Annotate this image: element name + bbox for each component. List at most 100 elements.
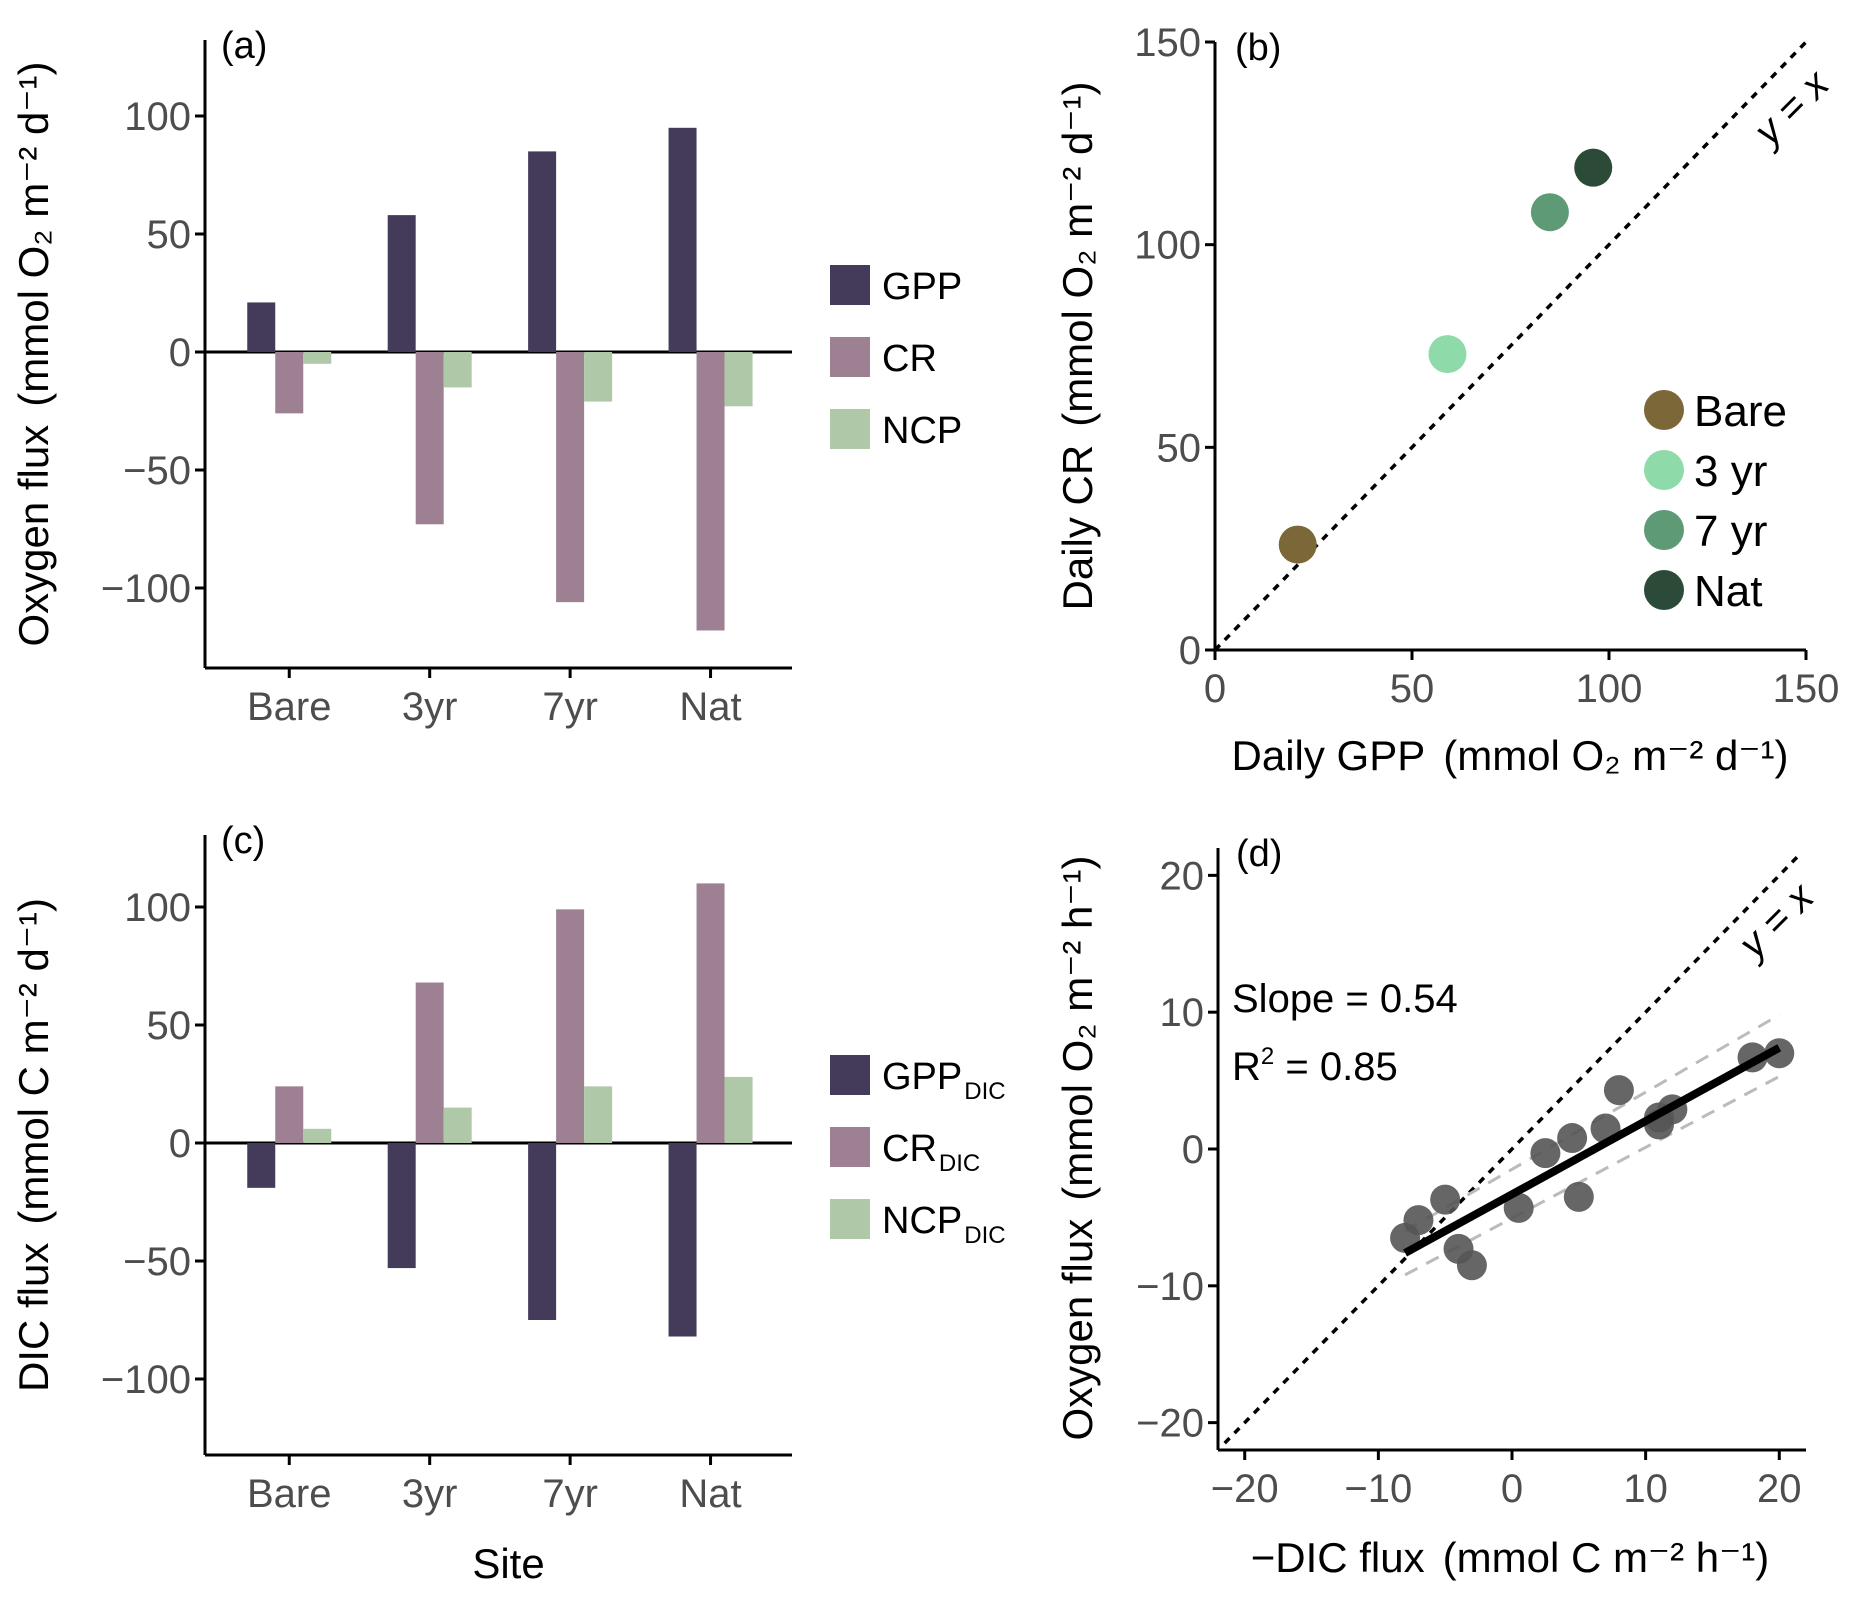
x-tick-label: Nat <box>679 685 741 729</box>
legend-subscript: DIC <box>939 1150 980 1177</box>
x-tick-label: 7yr <box>542 685 598 729</box>
bar-ncp-7yr <box>584 352 613 402</box>
data-point <box>1557 1123 1588 1154</box>
bar-cr-3yr <box>415 352 444 525</box>
bar-gpp-bare <box>247 1143 276 1188</box>
legend-subscript: DIC <box>964 1222 1005 1249</box>
x-tick-label: 150 <box>1773 667 1840 711</box>
y-axis-label-title: DIC flux <box>10 1243 57 1392</box>
data-point <box>1764 1038 1795 1069</box>
legend-label: 3 yr <box>1694 447 1767 496</box>
panel-d: −20−20 −10 −10 0 0 10 10 20 20 y = x (d) Slope = 0.… <box>1054 833 1824 1581</box>
legend-swatch-ncp <box>830 1199 870 1239</box>
x-tick-label: 0 <box>1204 667 1226 711</box>
bar-gpp-bare <box>247 302 276 352</box>
r2-annotation: R2 = 0.85 <box>1232 1043 1398 1089</box>
legend-label-gpp: GPPDIC <box>882 1056 1006 1105</box>
y-axis-label-unit: (mmol O₂ m⁻² d⁻¹) <box>1054 82 1101 427</box>
data-point <box>1403 1205 1434 1236</box>
x-axis-label-title: Daily GPP <box>1232 732 1426 779</box>
y-tick-label: −20 <box>1136 1402 1204 1446</box>
y-axis-label: Oxygen flux (mmol O₂ m⁻² d⁻¹) <box>10 61 57 646</box>
legend-label-ncp: NCPDIC <box>882 1200 1006 1249</box>
bar-ncp-nat <box>724 352 753 407</box>
legend-name: GPP <box>882 1056 962 1098</box>
y-tick-label: 50 <box>147 213 192 257</box>
x-tick-label: 3yr <box>402 685 458 729</box>
x-axis-label: −DIC flux (mmol C m⁻² h⁻¹) <box>1251 1534 1770 1581</box>
y-tick-label: 0 <box>169 1122 191 1166</box>
legend-swatch-ncp <box>830 409 870 449</box>
y-axis-label-unit: (mmol O₂ m⁻² h⁻¹) <box>1054 855 1101 1200</box>
y-axis-label-title: Oxygen flux <box>10 425 57 647</box>
regression-line <box>1403 1044 1782 1257</box>
data-point <box>1503 1192 1534 1223</box>
bar-cr-nat <box>696 883 725 1143</box>
legend-label: Bare <box>1694 387 1787 436</box>
bar-ncp-nat <box>724 1076 753 1143</box>
legend-key-7yr <box>1644 510 1684 550</box>
panel-label: (d) <box>1236 833 1282 875</box>
x-tick-label: Nat <box>679 1472 741 1516</box>
bar-gpp-7yr <box>528 151 557 352</box>
legend-name: CR <box>882 1128 937 1170</box>
r2-value: = 0.85 <box>1274 1045 1397 1089</box>
bar-cr-nat <box>696 352 725 631</box>
slope-annotation: Slope = 0.54 <box>1232 977 1458 1021</box>
y-tick-label: 50 <box>1157 426 1202 470</box>
data-point <box>1603 1075 1634 1106</box>
x-tick-label: Bare <box>247 1472 332 1516</box>
bar-gpp-3yr <box>387 215 416 352</box>
y-axis-label: DIC flux (mmol C m⁻² d⁻¹) <box>10 898 57 1392</box>
data-point <box>1563 1181 1594 1212</box>
legend-swatch-cr <box>830 1127 870 1167</box>
data-point <box>1530 1138 1561 1169</box>
bar-cr-bare <box>275 1086 304 1143</box>
legend-name: CR <box>882 338 937 380</box>
x-tick-label: Bare <box>247 685 332 729</box>
y-axis-label-title: Oxygen flux <box>1054 1219 1101 1441</box>
y-tick-label: −100 <box>101 567 191 611</box>
x-tick-label: 20 <box>1757 1467 1802 1511</box>
y-axis-label-title: Daily CR <box>1054 445 1101 611</box>
bar-gpp-nat <box>668 1143 697 1337</box>
legend-key-3yr <box>1644 450 1684 490</box>
y-tick-label: 100 <box>124 886 191 930</box>
panel-b: 00 50 50 100 100 150 150 y = x (b) Daily CR (mmol … <box>1054 21 1839 779</box>
y-axis-label: Daily CR (mmol O₂ m⁻² d⁻¹) <box>1054 82 1101 611</box>
y-tick-label: −100 <box>101 1358 191 1402</box>
bar-cr-7yr <box>556 352 585 603</box>
point-bare <box>1278 525 1317 564</box>
x-tick-label: 10 <box>1623 1467 1668 1511</box>
x-tick-label: −10 <box>1344 1467 1412 1511</box>
y-tick-label: 0 <box>169 331 191 375</box>
y-tick-label: 10 <box>1160 991 1205 1035</box>
legend-name: NCP <box>882 1200 962 1242</box>
bar-cr-7yr <box>556 909 585 1143</box>
legend-label: 7 yr <box>1694 507 1767 556</box>
y-tick-label: −50 <box>123 1240 191 1284</box>
x-axis-label-unit: (mmol O₂ m⁻² d⁻¹) <box>1443 732 1788 779</box>
identity-line-label: y = x <box>1728 874 1823 969</box>
y-tick-label: 150 <box>1134 21 1201 65</box>
panel-a: 100 50 0 −50 −100 Bare 3yr 7yr Nat (a) Oxygen flux… <box>10 25 962 729</box>
y-tick-label: −50 <box>123 449 191 493</box>
x-tick-label: 3yr <box>402 1472 458 1516</box>
legend-swatch-cr <box>830 337 870 377</box>
data-point <box>1456 1250 1487 1281</box>
x-tick-label: −20 <box>1211 1467 1279 1511</box>
identity-line <box>1223 853 1801 1445</box>
bar-cr-bare <box>275 352 304 414</box>
point-nat <box>1574 148 1613 187</box>
legend-name: NCP <box>882 410 962 452</box>
identity-line-label: y = x <box>1744 61 1839 156</box>
legend-key-nat <box>1644 570 1684 610</box>
y-tick-label: −10 <box>1136 1265 1204 1309</box>
legend-swatch-gpp <box>830 265 870 305</box>
legend-label: Nat <box>1694 567 1762 616</box>
bar-ncp-3yr <box>443 1107 472 1143</box>
x-tick-label: 100 <box>1576 667 1643 711</box>
point-3yr <box>1428 335 1467 374</box>
legend-label-cr: CR <box>882 338 937 380</box>
